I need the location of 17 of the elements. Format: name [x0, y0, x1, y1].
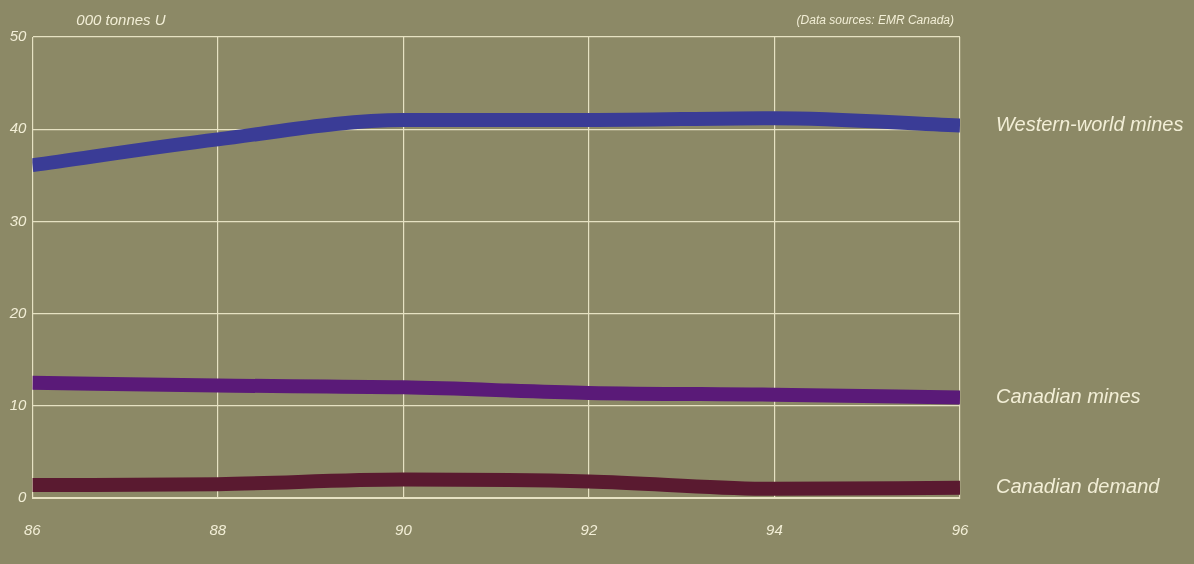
text: (Data sources: EMR Canada) — [796, 13, 954, 28]
y-tick-label: 20 — [8, 303, 27, 321]
y-axis-title: 000 tonnes U — [76, 11, 166, 29]
y-tick-label: 0 — [18, 488, 27, 506]
x-tick-label: 88 — [209, 521, 227, 539]
x-tick-label: 86 — [24, 521, 42, 539]
series-label: Canadian mines — [996, 385, 1141, 408]
series-label: Western-world mines — [996, 113, 1184, 136]
x-tick-label: 96 — [951, 521, 969, 539]
y-tick-label: 50 — [9, 27, 27, 45]
y-tick-label: 30 — [9, 211, 27, 229]
y-tick-label: 10 — [9, 395, 27, 413]
x-tick-label: 92 — [580, 521, 598, 539]
x-tick-label: 90 — [395, 521, 413, 539]
y-tick-label: 40 — [9, 119, 27, 137]
series-label: Canadian demand — [996, 475, 1161, 498]
x-tick-label: 94 — [766, 521, 783, 539]
